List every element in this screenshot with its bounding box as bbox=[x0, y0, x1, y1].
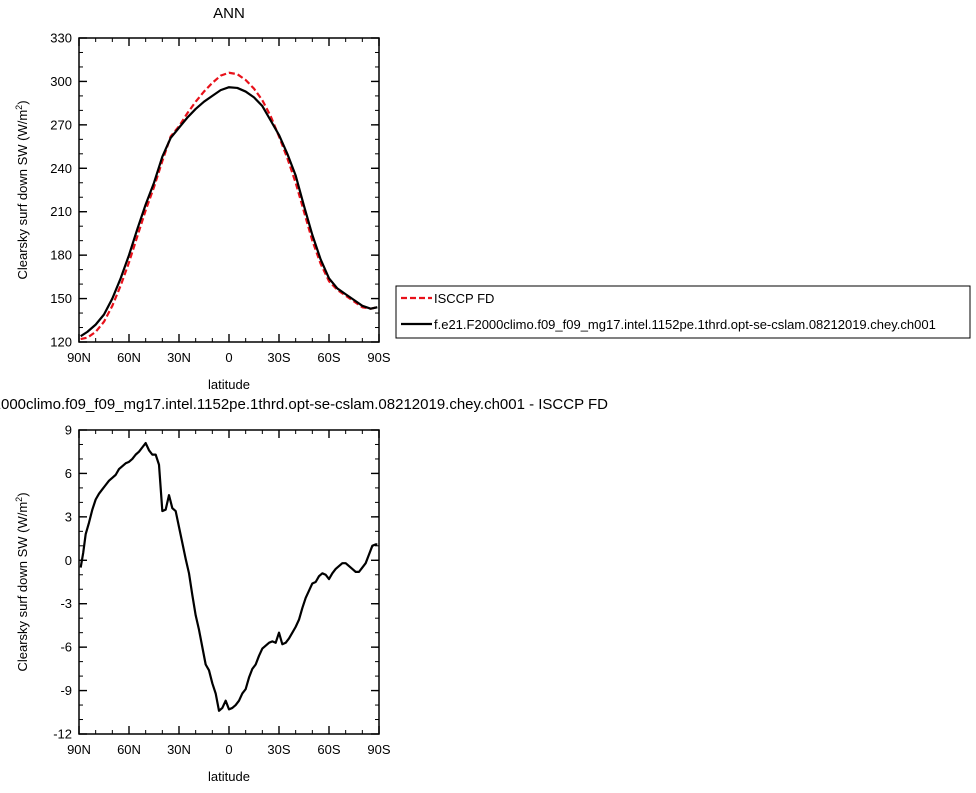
y-tick-label: 210 bbox=[50, 204, 72, 219]
x-tick-label: 90N bbox=[67, 742, 91, 757]
legend-entry: ISCCP FD bbox=[434, 291, 494, 306]
x-axis-label: latitude bbox=[208, 769, 250, 784]
x-tick-label: 60N bbox=[117, 742, 141, 757]
y-tick-label: 3 bbox=[65, 509, 72, 524]
y-axis-label: Clearsky surf down SW (W/m2) bbox=[14, 100, 30, 279]
series-line-2 bbox=[80, 86, 378, 338]
x-tick-label: 60S bbox=[317, 350, 340, 365]
x-tick-label: 90S bbox=[367, 742, 390, 757]
y-tick-label: 0 bbox=[65, 553, 72, 568]
y-tick-label: 180 bbox=[50, 248, 72, 263]
chart-title: f.e21.F2000climo.f09_f09_mg17.intel.1152… bbox=[0, 396, 608, 413]
y-axis-label: Clearsky surf down SW (W/m2) bbox=[14, 492, 30, 671]
x-tick-label: 60N bbox=[117, 350, 141, 365]
major-ticks bbox=[78, 37, 380, 343]
y-tick-label: 240 bbox=[50, 161, 72, 176]
x-tick-label: 60S bbox=[317, 742, 340, 757]
x-tick-label: 30S bbox=[267, 742, 290, 757]
minor-ticks bbox=[78, 37, 380, 343]
legend-box bbox=[395, 285, 971, 339]
legend: ISCCP FD f.e21.F2000climo.f09_f09_mg17.in… bbox=[395, 285, 971, 339]
major-ticks bbox=[78, 429, 380, 735]
y-tick-label: -6 bbox=[60, 640, 72, 655]
y-tick-label: -3 bbox=[60, 596, 72, 611]
series-line-1 bbox=[80, 71, 378, 341]
chart-panel-1: ANN 90N 60N 30N 0 30S 60S 90S 120 150 180 210 240 270… bbox=[14, 5, 971, 392]
y-tick-label: 330 bbox=[50, 31, 72, 46]
y-tick-label: 6 bbox=[65, 466, 72, 481]
plot-frame bbox=[78, 37, 380, 343]
x-tick-label: 30N bbox=[167, 742, 191, 757]
y-tick-label: -12 bbox=[53, 727, 72, 742]
x-tick-label: 30S bbox=[267, 350, 290, 365]
x-axis-label: latitude bbox=[208, 377, 250, 392]
y-tick-label: 270 bbox=[50, 117, 72, 132]
x-tick-label: 90S bbox=[367, 350, 390, 365]
y-tick-label: 150 bbox=[50, 291, 72, 306]
y-tick-label: 9 bbox=[65, 423, 72, 438]
plot-frame bbox=[78, 429, 380, 735]
chart-panel-2: f.e21.F2000climo.f09_f09_mg17.intel.1152… bbox=[0, 396, 608, 784]
minor-ticks bbox=[78, 429, 380, 735]
x-tick-label: 30N bbox=[167, 350, 191, 365]
chart-title: ANN bbox=[213, 5, 245, 22]
series-line-1 bbox=[79, 441, 378, 712]
legend-entry: f.e21.F2000climo.f09_f09_mg17.intel.1152… bbox=[434, 317, 936, 332]
y-tick-label: 300 bbox=[50, 74, 72, 89]
x-tick-label: 90N bbox=[67, 350, 91, 365]
y-tick-label: -9 bbox=[60, 683, 72, 698]
x-tick-label: 0 bbox=[225, 742, 232, 757]
y-tick-label: 120 bbox=[50, 335, 72, 350]
x-tick-label: 0 bbox=[225, 350, 232, 365]
